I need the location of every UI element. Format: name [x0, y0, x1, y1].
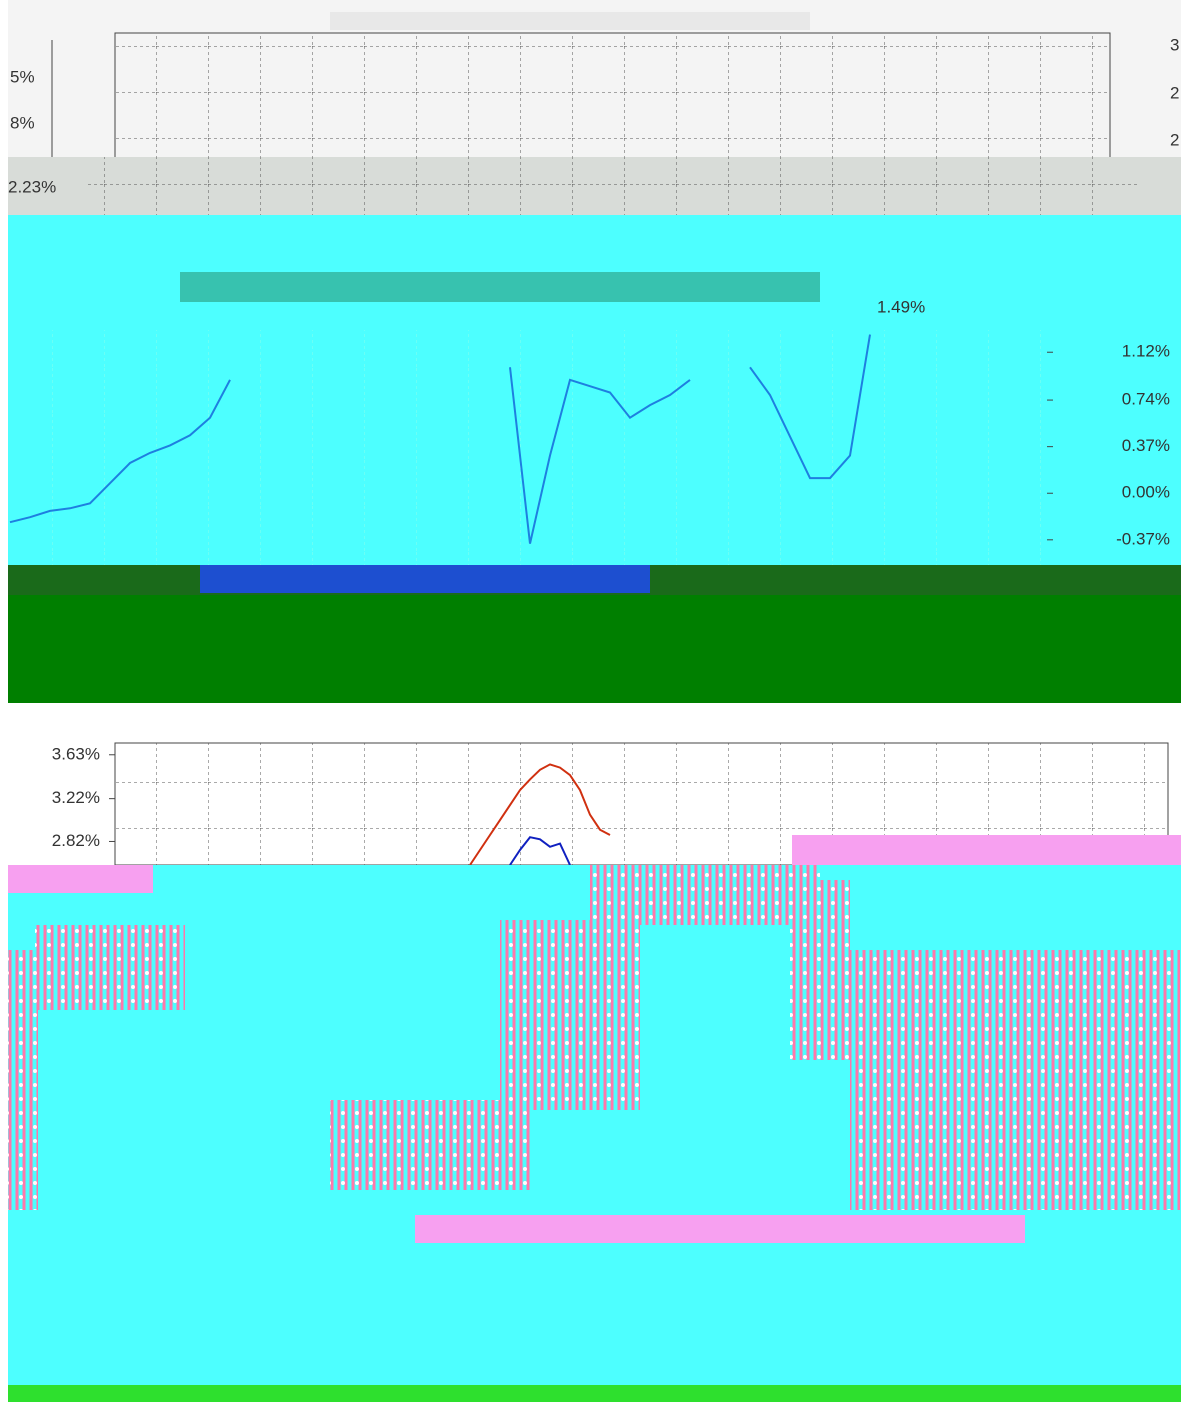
y-tick-label: 0.37% [1122, 436, 1170, 455]
middle-panel: 1.49% 1.12% 0.74% 0.37% 0.00% -0.37% [8, 215, 1181, 565]
glitch-block [500, 920, 640, 1110]
top-panel: 5% 8% 3 2 2 [8, 0, 1181, 161]
glitch-block [35, 925, 185, 1010]
y2-label: 2 [1170, 83, 1179, 102]
grid [114, 32, 1111, 161]
glitch-block [330, 1100, 530, 1190]
y2-label: 2 [1170, 130, 1179, 149]
y-tick-label: -0.37% [1116, 529, 1170, 548]
overlay-panel: 2.23% [8, 157, 1181, 215]
glitch-block [8, 950, 38, 1210]
y-label: 8% [10, 113, 35, 132]
y-label: 2.23% [8, 177, 56, 196]
glitch-block [415, 1215, 1025, 1243]
series-line [469, 763, 611, 866]
y-tick-label: 3.63% [52, 744, 100, 763]
glitch-strip [200, 565, 650, 593]
glitch-area [8, 865, 1181, 1402]
y-tick-label: 2.82% [52, 831, 100, 850]
grid [8, 330, 1053, 565]
series-line [9, 334, 871, 544]
glitch-strip [8, 1385, 1181, 1402]
bottom-panel: 3.63% 3.22% 2.82% [52, 742, 1181, 866]
y-label: 5% [10, 67, 35, 86]
marker-label: 1.49% [877, 297, 925, 316]
glitch-block [850, 950, 1180, 1210]
grid [85, 157, 1140, 215]
y-tick-label: 0.74% [1122, 390, 1170, 409]
header-strip [330, 12, 810, 30]
y-tick-label: 0.00% [1122, 483, 1170, 502]
y-tick-label: 1.12% [1122, 342, 1170, 361]
glitch-block [590, 865, 820, 925]
glitch-strip [180, 272, 820, 302]
y2-label: 3 [1170, 35, 1179, 54]
glitch-block [790, 880, 850, 1060]
glitch-strip [792, 835, 1181, 865]
series-line [509, 836, 571, 866]
green-block [8, 595, 1181, 703]
glitch-block [8, 865, 153, 893]
y-tick-label: 3.22% [52, 788, 100, 807]
